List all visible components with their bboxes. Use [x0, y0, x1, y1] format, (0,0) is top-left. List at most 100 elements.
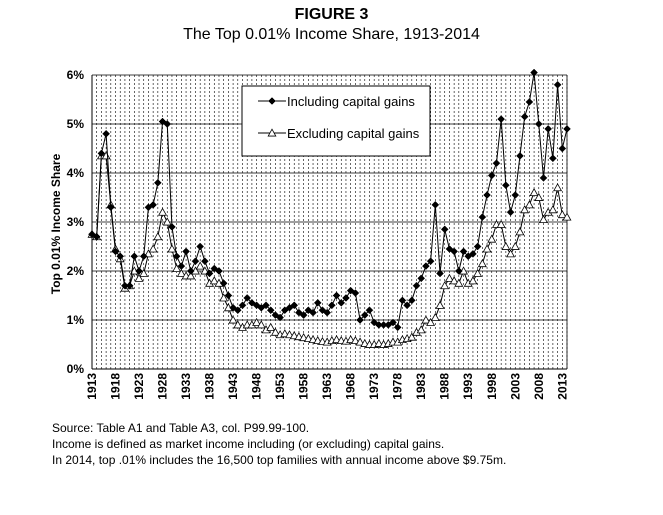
point-excluding	[374, 338, 384, 347]
point-including	[525, 98, 534, 106]
point-including	[520, 112, 529, 121]
y-tick-label: 5%	[67, 117, 85, 131]
point-excluding	[468, 276, 478, 285]
point-including	[483, 191, 491, 199]
point-including	[238, 301, 247, 310]
point-including	[262, 301, 270, 310]
axes	[91, 75, 568, 370]
point-including	[153, 178, 162, 187]
point-excluding	[233, 320, 243, 329]
point-excluding	[289, 331, 299, 340]
series-excluding-capital-gains	[87, 151, 572, 348]
point-excluding	[501, 241, 511, 250]
point-including	[506, 208, 515, 217]
point-including	[168, 223, 176, 231]
x-tick-label: 1983	[414, 373, 428, 400]
legend-marker-including	[268, 97, 276, 105]
legend-marker-excluding	[267, 128, 277, 137]
point-including	[389, 318, 397, 327]
point-including	[342, 294, 350, 302]
point-excluding	[473, 268, 483, 277]
point-excluding	[303, 333, 313, 343]
x-tick-label: 1948	[250, 373, 264, 400]
line-excluding-capital-gains	[91, 155, 568, 346]
x-tick-label: 2008	[532, 373, 546, 400]
point-including	[219, 279, 228, 288]
point-including	[233, 306, 242, 315]
point-excluding	[148, 244, 158, 253]
point-including	[224, 291, 233, 300]
x-tick-label: 1953	[273, 373, 287, 400]
point-excluding	[313, 335, 323, 345]
point-including	[182, 247, 190, 256]
x-tick-label: 1918	[109, 373, 123, 400]
point-excluding	[280, 329, 290, 338]
point-including	[365, 306, 374, 315]
y-tick-label: 1%	[67, 313, 85, 327]
x-tick-label: 1913	[85, 373, 99, 400]
line-including-capital-gains	[91, 72, 568, 329]
point-including	[459, 247, 468, 256]
y-tick-labels: 0% 1% 2% 3% 4% 5% 6%	[67, 68, 85, 376]
point-excluding	[332, 334, 342, 344]
x-tick-label: 1943	[226, 373, 240, 400]
point-including	[332, 291, 341, 300]
point-excluding	[252, 317, 262, 326]
y-tick-label: 2%	[67, 264, 85, 278]
x-tick-label: 1988	[438, 373, 452, 400]
x-tick-label: 1973	[367, 373, 381, 400]
point-excluding	[285, 330, 295, 339]
point-including	[215, 267, 223, 275]
point-excluding	[510, 241, 520, 250]
point-excluding	[266, 322, 276, 331]
point-including	[492, 159, 501, 168]
line-chart: 0%1%2%3%4%5%6% 1913 1918 1923 1928 1933 1938 1…	[49, 68, 572, 400]
point-including	[327, 301, 336, 310]
point-including	[422, 262, 430, 270]
y-tick-label: 0%	[67, 362, 85, 376]
note-source: Source: Table A1 and Table A3, col. P99.…	[52, 421, 310, 435]
point-including	[106, 203, 115, 212]
point-including	[243, 294, 252, 302]
source-notes: Source: Table A1 and Table A3, col. P99.…	[52, 420, 506, 468]
x-tick-label: 1923	[132, 373, 146, 400]
point-including	[478, 213, 487, 221]
point-including	[403, 301, 411, 310]
point-excluding	[449, 276, 459, 285]
point-including	[177, 262, 186, 270]
x-tick-label: 1938	[203, 373, 217, 400]
point-including	[360, 311, 369, 319]
x-tick-labels: 1913 1918 1923 1928 1933 1938 1943 1948 1953 1958…	[85, 373, 569, 400]
point-including	[516, 151, 524, 160]
legend-label-including: Including capital gains	[287, 94, 415, 109]
point-excluding	[421, 315, 431, 324]
x-tick-label: 1928	[156, 373, 170, 400]
x-tick-label: 1968	[344, 373, 358, 400]
y-tick-label: 3%	[67, 215, 85, 229]
x-tick-label: 2003	[508, 373, 522, 400]
point-including	[130, 252, 139, 261]
point-including	[487, 171, 496, 180]
point-excluding	[256, 320, 266, 329]
point-including	[393, 323, 402, 332]
point-including	[149, 200, 157, 209]
point-excluding	[186, 271, 196, 280]
x-tick-label: 1933	[179, 373, 193, 400]
point-excluding	[482, 244, 492, 253]
y-axis-label: Top 0.01% Income Share	[49, 153, 63, 294]
point-excluding	[134, 273, 144, 282]
point-including	[553, 80, 562, 89]
point-excluding	[172, 263, 182, 272]
point-excluding	[350, 335, 360, 345]
point-including	[539, 174, 548, 182]
point-including	[544, 125, 553, 133]
point-including	[454, 267, 463, 275]
point-including	[139, 252, 148, 261]
point-including	[412, 281, 421, 290]
point-including	[473, 242, 482, 251]
point-including	[276, 313, 284, 322]
chart-title: The Top 0.01% Income Share, 1913-2014	[183, 26, 480, 43]
point-including	[201, 257, 209, 266]
point-excluding	[143, 249, 153, 258]
point-excluding	[416, 325, 426, 334]
